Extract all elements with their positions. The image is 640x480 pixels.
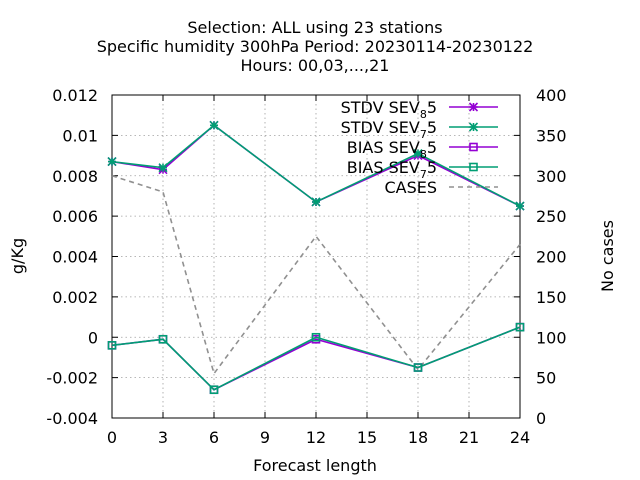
x-tick-label: 21 (459, 428, 479, 447)
legend-item-stdv-sev-7-5-label: STDV SEV75 (341, 118, 437, 141)
y2-tick-label: 350 (536, 126, 567, 145)
y2-tick-label: 400 (536, 86, 567, 105)
series-stdv-sev-7-5-point (209, 120, 219, 130)
y-tick-label: -0.002 (46, 369, 98, 388)
legend-item-bias-sev-8-5-label: BIAS SEV85 (347, 138, 437, 161)
legend-item-bias-sev-8-5: BIAS SEV85 (347, 138, 498, 161)
chart-title: Selection: ALL using 23 stations Specifi… (97, 18, 534, 75)
legend-item-stdv-sev-8-5: STDV SEV85 (341, 98, 498, 121)
y-tick-label: 0.008 (52, 167, 98, 186)
legend-item-stdv-sev-8-5-label: STDV SEV85 (341, 98, 437, 121)
legend-item-bias-sev-8-5-point (469, 142, 478, 152)
y-axis-ticks: -0.004 -0.002 0 0.002 0.004 0.006 0.008 0.01 0.0… (46, 86, 118, 428)
legend-item-stdv-sev-7-5: STDV SEV75 (341, 118, 498, 141)
series-stdv-sev-7-5-point (311, 197, 321, 207)
title-line-2: Specific humidity 300hPa Period: 2023011… (97, 37, 534, 56)
series-group (107, 120, 525, 395)
legend-item-bias-sev-7-5-point (469, 162, 478, 172)
x-tick-label: 24 (510, 428, 530, 447)
series-stdv-sev-7-5-point (515, 201, 525, 211)
series-stdv-sev-7-5-point (413, 148, 423, 159)
series-cases-line (111, 174, 521, 376)
series-stdv-sev-7-5-point (158, 163, 168, 173)
y-tick-label: 0.006 (52, 207, 98, 226)
y-axis-label: g/Kg (8, 238, 27, 274)
x-axis-ticks: 0 3 6 9 12 15 18 21 24 (107, 95, 530, 447)
grid (112, 95, 520, 418)
y-tick-label: 0 (88, 328, 98, 347)
series-bias-sev-7-5-point (515, 322, 525, 332)
x-axis-label: Forecast length (253, 456, 377, 475)
x-tick-label: 0 (107, 428, 117, 447)
y2-tick-label: 300 (536, 167, 567, 186)
legend-item-cases: CASES (384, 178, 498, 197)
series-bias-sev-7-5-point (107, 341, 117, 350)
series-bias-sev-7-5-point (209, 385, 219, 395)
y-tick-label: 0.004 (52, 248, 98, 267)
series-bias-sev-7-5 (107, 322, 525, 395)
y2-tick-label: 0 (536, 409, 546, 428)
y2-tick-label: 100 (536, 328, 567, 347)
legend-item-cases-label: CASES (384, 178, 437, 197)
x-tick-label: 18 (408, 428, 428, 447)
series-stdv-sev-7-5-line (111, 124, 521, 207)
x-tick-label: 15 (357, 428, 377, 447)
legend-item-stdv-sev-8-5-point (468, 102, 479, 112)
series-bias-sev-7-5-line (111, 326, 521, 391)
legend-item-stdv-sev-7-5-point (468, 122, 479, 132)
series-bias-sev-7-5-point (413, 363, 423, 372)
series-stdv-sev-7-5 (107, 120, 525, 211)
y2-axis-ticks: 0 50 100 150 200 250 300 350 400 (514, 86, 567, 428)
title-line-1: Selection: ALL using 23 stations (187, 18, 442, 37)
series-stdv-sev-8-5-line (111, 124, 521, 207)
y2-axis-label: No cases (598, 220, 617, 292)
y2-tick-label: 50 (536, 369, 556, 388)
series-cases (111, 174, 521, 376)
x-tick-label: 6 (209, 428, 219, 447)
series-stdv-sev-7-5-point (107, 157, 117, 167)
y-tick-label: 0.002 (52, 288, 98, 307)
x-tick-label: 12 (306, 428, 326, 447)
y2-tick-label: 250 (536, 207, 567, 226)
title-line-3: Hours: 00,03,...,21 (241, 56, 390, 75)
legend-item-bias-sev-7-5-label: BIAS SEV75 (347, 158, 437, 181)
y-tick-label: 0.012 (52, 86, 98, 105)
legend-item-bias-sev-7-5: BIAS SEV75 (347, 158, 498, 181)
y2-tick-label: 200 (536, 248, 567, 267)
series-stdv-sev-8-5 (107, 120, 525, 211)
x-tick-label: 3 (158, 428, 168, 447)
series-bias-sev-7-5-point (158, 334, 168, 344)
y2-tick-label: 150 (536, 288, 567, 307)
y-tick-label: 0.01 (62, 126, 98, 145)
x-tick-label: 9 (260, 428, 270, 447)
y-tick-label: -0.004 (46, 409, 98, 428)
series-bias-sev-7-5-point (311, 332, 321, 342)
